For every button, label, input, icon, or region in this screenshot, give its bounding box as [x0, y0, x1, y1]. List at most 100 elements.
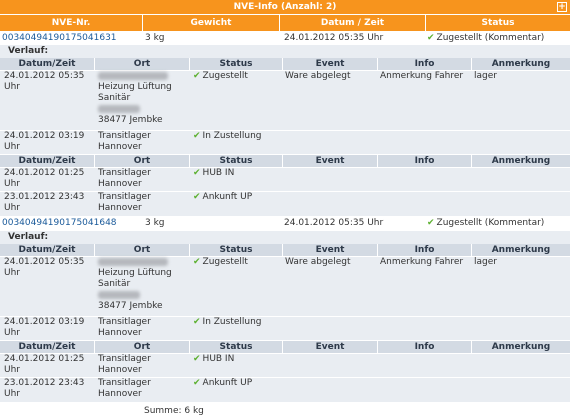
history-status-text: HUB IN	[202, 354, 235, 364]
history-note: lager	[474, 71, 497, 81]
hcol-note: Anmerkung	[491, 59, 551, 69]
hcol-date: Datum/Zeit	[0, 244, 95, 256]
history-info: Anmerkung Fahrer	[380, 257, 464, 267]
redacted-name	[98, 257, 168, 266]
check-icon: ✔	[193, 168, 201, 178]
history-event: Ware abgelegt	[285, 257, 351, 267]
redacted-street	[98, 104, 140, 113]
history-header: Datum/Zeit Ort Status Event Info Anmerku…	[0, 155, 570, 167]
ort-zip: 38477 Jembke	[98, 115, 163, 125]
check-icon: ✔	[193, 192, 201, 202]
history-status: ✔ In Zustellung	[193, 317, 283, 328]
hcol-status: Status	[190, 341, 283, 353]
history-status-text: Ankunft UP	[202, 192, 253, 202]
shipment-row: 00340494190175041631 3 kg 24.01.2012 05:…	[0, 32, 570, 45]
hcol-date: Datum/Zeit	[0, 155, 95, 167]
hcol-info: Info	[378, 58, 472, 70]
history-ort: Heizung Lüftung Sanitär 38477 Jembke	[98, 257, 190, 312]
hcol-note: Anmerkung	[491, 156, 551, 166]
panel-title: NVE-Info (Anzahl: 2) +	[0, 0, 570, 14]
check-icon: ✔	[193, 71, 201, 81]
hcol-date: Datum/Zeit	[0, 341, 95, 353]
check-icon: ✔	[193, 317, 201, 327]
col-header-date: Datum / Zeit	[280, 15, 426, 31]
history-status: ✔ HUB IN	[193, 354, 283, 365]
history-table: Datum/Zeit Ort Status Event Info Anmerku…	[0, 341, 570, 402]
weight-value: 3 kg	[145, 33, 165, 43]
history-header: Datum/Zeit Ort Status Event Info Anmerku…	[0, 244, 570, 256]
shipment-row: 00340494190175041648 3 kg 24.01.2012 05:…	[0, 217, 570, 230]
history-label: Verlauf:	[0, 231, 570, 244]
history-date: 24.01.2012 01:25 Uhr	[4, 354, 85, 375]
hcol-ort: Ort	[95, 58, 190, 70]
hcol-status: Status	[190, 58, 283, 70]
history-ort: Transitlager Hannover	[98, 317, 151, 338]
history-status-text: In Zustellung	[202, 131, 262, 141]
history-row: 24.01.2012 03:19 Uhr Transitlager Hannov…	[0, 130, 570, 154]
hcol-event: Event	[283, 244, 378, 256]
check-icon: ✔	[427, 218, 435, 228]
hcol-info: Info	[378, 244, 472, 256]
status-value: ✔ Zugestellt (Kommentar)	[427, 32, 544, 45]
history-status: ✔ Ankunft UP	[193, 378, 283, 389]
hcol-event: Event	[283, 155, 378, 167]
history-ort: Transitlager Hannover	[98, 378, 151, 399]
history-note: lager	[474, 257, 497, 267]
hcol-info: Info	[378, 155, 472, 167]
hcol-ort: Ort	[95, 155, 190, 167]
history-date: 24.01.2012 01:25 Uhr	[4, 168, 85, 189]
history-status: ✔ In Zustellung	[193, 131, 283, 142]
check-icon: ✔	[193, 354, 201, 364]
history-date: 23.01.2012 23:43 Uhr	[4, 192, 85, 213]
nve-link[interactable]: 00340494190175041648	[2, 218, 117, 228]
history-ort: Transitlager Hannover	[98, 354, 151, 375]
history-label: Verlauf:	[0, 45, 570, 58]
history-table: Datum/Zeit Ort Status Event Info Anmerku…	[0, 155, 570, 216]
hcol-info: Info	[378, 341, 472, 353]
col-header-nve: NVE-Nr.	[0, 15, 143, 31]
expand-plus-icon[interactable]: +	[557, 2, 567, 12]
history-date: 23.01.2012 23:43 Uhr	[4, 378, 85, 399]
history-table: Datum/Zeit Ort Status Event Info Anmerku…	[0, 244, 570, 340]
history-row: 23.01.2012 23:43 Uhr Transitlager Hannov…	[0, 191, 570, 215]
redacted-name	[98, 71, 168, 80]
ort-zip: 38477 Jembke	[98, 301, 163, 311]
history-date: 24.01.2012 03:19 Uhr	[4, 131, 85, 152]
history-date: 24.01.2012 03:19 Uhr	[4, 317, 85, 338]
history-status: ✔ Zugestellt	[193, 257, 283, 268]
history-row: 24.01.2012 05:35 Uhr Heizung Lüftung San…	[0, 256, 570, 316]
history-ort: Heizung Lüftung Sanitär 38477 Jembke	[98, 71, 190, 126]
history-date: 24.01.2012 05:35 Uhr	[4, 257, 85, 278]
history-date: 24.01.2012 05:35 Uhr	[4, 71, 85, 92]
hcol-note: Anmerkung	[491, 342, 551, 352]
history-status: ✔ HUB IN	[193, 168, 283, 179]
history-info: Anmerkung Fahrer	[380, 71, 464, 81]
history-event: Ware abgelegt	[285, 71, 351, 81]
hcol-event: Event	[283, 58, 378, 70]
panel-title-text: NVE-Info (Anzahl: 2)	[233, 2, 337, 12]
history-row: 24.01.2012 01:25 Uhr Transitlager Hannov…	[0, 167, 570, 191]
history-ort: Transitlager Hannover	[98, 131, 151, 152]
check-icon: ✔	[193, 257, 201, 267]
ort-line: Heizung Lüftung Sanitär	[98, 268, 172, 289]
history-status: ✔ Ankunft UP	[193, 192, 283, 203]
status-text: Zugestellt (Kommentar)	[436, 33, 545, 43]
hcol-status: Status	[190, 244, 283, 256]
history-status-text: Ankunft UP	[202, 378, 253, 388]
hcol-ort: Ort	[95, 341, 190, 353]
check-icon: ✔	[427, 33, 435, 43]
history-status-text: Zugestellt	[202, 71, 248, 81]
history-row: 23.01.2012 23:43 Uhr Transitlager Hannov…	[0, 377, 570, 401]
history-ort: Transitlager Hannover	[98, 168, 151, 189]
col-header-status: Status	[481, 18, 515, 28]
check-icon: ✔	[193, 378, 201, 388]
table-header: NVE-Nr. Gewicht Datum / Zeit Status	[0, 15, 570, 31]
status-value: ✔ Zugestellt (Kommentar)	[427, 217, 544, 230]
nve-link[interactable]: 00340494190175041631	[2, 33, 117, 43]
status-text: Zugestellt (Kommentar)	[436, 218, 545, 228]
history-row: 24.01.2012 03:19 Uhr Transitlager Hannov…	[0, 316, 570, 340]
ort-line: Heizung Lüftung Sanitär	[98, 82, 172, 103]
history-status-text: Zugestellt	[202, 257, 248, 267]
redacted-street	[98, 290, 140, 299]
history-row: 24.01.2012 01:25 Uhr Transitlager Hannov…	[0, 353, 570, 377]
